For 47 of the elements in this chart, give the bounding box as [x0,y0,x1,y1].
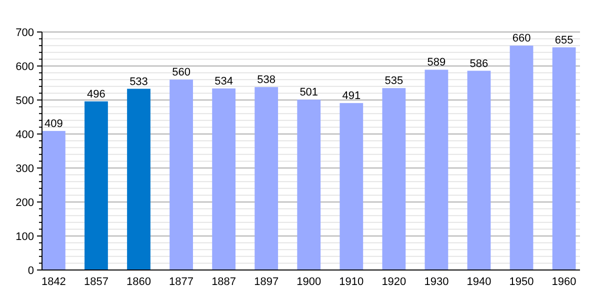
data-label: 586 [470,58,488,70]
x-tick-label: 1930 [424,276,449,288]
data-label: 501 [300,86,318,99]
bar [170,80,193,270]
bar [467,70,491,270]
data-label: 560 [172,66,190,79]
data-label: 655 [554,34,574,46]
y-tick-label: 400 [16,128,34,141]
x-tick-label: 1842 [41,276,66,288]
data-label: 538 [257,74,276,86]
data-label: 660 [512,32,531,45]
x-tick-label: 1887 [212,276,236,288]
x-tick-label: 1960 [552,276,576,288]
x-tick-label: 1857 [84,276,108,288]
y-tick-label: 300 [16,162,34,175]
bar [212,88,236,270]
bar [382,88,406,270]
bar [127,88,150,270]
y-tick-label: 700 [16,26,34,39]
bar [254,87,278,270]
bar [552,47,576,270]
data-label: 589 [427,56,446,69]
data-label: 535 [384,75,404,88]
data-label: 496 [87,88,106,100]
x-tick-label: 1900 [296,276,322,288]
bar [510,46,534,270]
x-tick-label: 1860 [126,276,151,288]
y-tick-label: 100 [16,230,34,243]
x-tick-label: 1950 [509,276,534,288]
y-tick-label: 600 [16,60,34,73]
x-tick-label: 1877 [169,276,194,288]
x-tick-label: 1910 [339,276,364,288]
x-tick-label: 1920 [382,276,406,288]
data-label: 534 [214,75,233,88]
data-label: 409 [44,118,63,130]
x-tick-label: 1940 [466,276,492,288]
y-tick-label: 500 [16,94,34,107]
bar [424,70,448,270]
data-label: 491 [342,90,361,102]
bar [340,103,364,270]
y-tick-label: 200 [16,196,34,209]
y-tick-label: 0 [28,264,34,277]
bar [42,130,66,270]
bar [297,100,321,270]
data-label: 533 [130,76,148,88]
bar [84,101,108,270]
x-tick-label: 1897 [254,276,279,288]
